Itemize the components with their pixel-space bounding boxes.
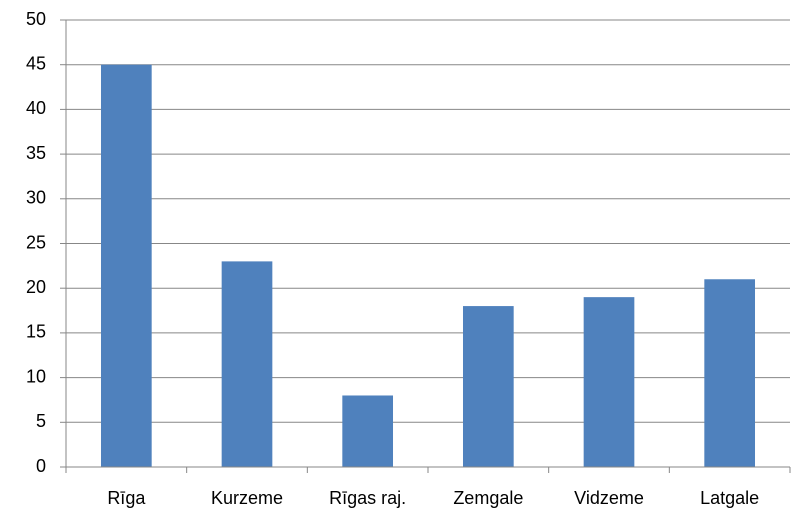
bar bbox=[462, 306, 514, 467]
x-tick-label: Rīgas raj. bbox=[329, 488, 406, 508]
y-tick-label: 5 bbox=[36, 411, 46, 431]
bar bbox=[704, 279, 756, 467]
bar bbox=[221, 261, 273, 467]
x-tick-label: Kurzeme bbox=[211, 488, 283, 508]
bar bbox=[100, 64, 152, 467]
y-tick-label: 20 bbox=[26, 277, 46, 297]
y-tick-label: 0 bbox=[36, 456, 46, 476]
y-tick-label: 35 bbox=[26, 143, 46, 163]
y-tick-label: 15 bbox=[26, 322, 46, 342]
bar bbox=[583, 297, 635, 467]
y-tick-label: 45 bbox=[26, 53, 46, 73]
bar bbox=[342, 395, 394, 467]
y-tick-label: 25 bbox=[26, 232, 46, 252]
y-tick-label: 40 bbox=[26, 98, 46, 118]
x-tick-label: Latgale bbox=[700, 488, 759, 508]
y-tick-label: 10 bbox=[26, 366, 46, 386]
x-tick-label: Zemgale bbox=[453, 488, 523, 508]
y-tick-label: 50 bbox=[26, 9, 46, 29]
x-tick-label: Vidzeme bbox=[574, 488, 644, 508]
x-tick-label: Rīga bbox=[107, 488, 146, 508]
y-tick-label: 30 bbox=[26, 188, 46, 208]
